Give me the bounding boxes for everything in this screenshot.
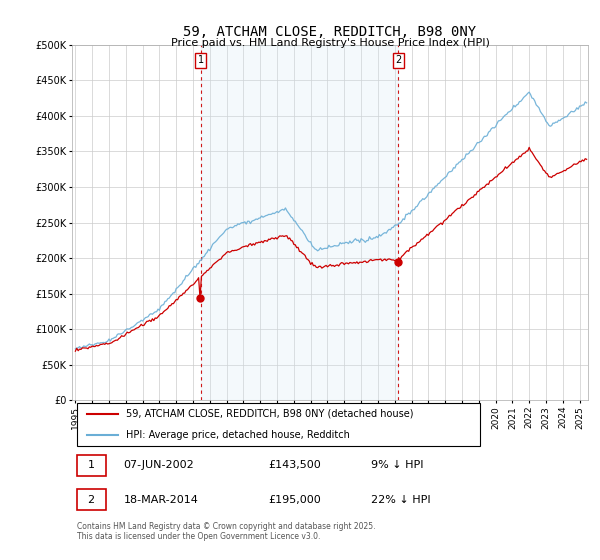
Text: 2: 2 <box>395 55 401 66</box>
Text: Contains HM Land Registry data © Crown copyright and database right 2025.
This d: Contains HM Land Registry data © Crown c… <box>77 522 376 541</box>
Text: 9% ↓ HPI: 9% ↓ HPI <box>371 460 424 470</box>
Text: 22% ↓ HPI: 22% ↓ HPI <box>371 494 431 505</box>
Text: 1: 1 <box>88 460 95 470</box>
Text: £195,000: £195,000 <box>268 494 321 505</box>
Text: HPI: Average price, detached house, Redditch: HPI: Average price, detached house, Redd… <box>126 430 350 440</box>
Text: 18-MAR-2014: 18-MAR-2014 <box>124 494 199 505</box>
Bar <box>201 45 398 400</box>
Text: 2: 2 <box>88 494 95 505</box>
Text: £143,500: £143,500 <box>268 460 321 470</box>
Text: 59, ATCHAM CLOSE, REDDITCH, B98 0NY: 59, ATCHAM CLOSE, REDDITCH, B98 0NY <box>184 25 476 39</box>
Bar <box>77 455 106 475</box>
Text: 1: 1 <box>197 55 204 66</box>
Text: Price paid vs. HM Land Registry's House Price Index (HPI): Price paid vs. HM Land Registry's House … <box>170 38 490 48</box>
Text: 59, ATCHAM CLOSE, REDDITCH, B98 0NY (detached house): 59, ATCHAM CLOSE, REDDITCH, B98 0NY (det… <box>126 409 413 419</box>
Bar <box>77 403 479 446</box>
Bar <box>77 489 106 510</box>
Text: 07-JUN-2002: 07-JUN-2002 <box>124 460 194 470</box>
